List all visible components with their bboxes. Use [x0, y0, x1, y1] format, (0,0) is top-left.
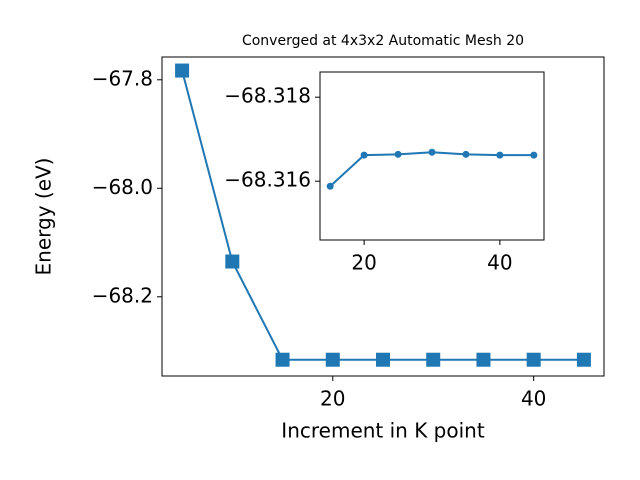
data-point — [426, 352, 441, 367]
data-point — [360, 151, 368, 159]
data-point — [175, 63, 190, 78]
axes-frame — [319, 71, 545, 241]
y-tick-label: −67.8 — [92, 66, 153, 90]
y-tick-label: −68.2 — [92, 283, 153, 307]
data-point — [225, 254, 240, 269]
y-axis-label: Energy (eV) — [32, 158, 56, 276]
x-axis-label: Increment in K point — [281, 419, 485, 443]
data-point — [576, 352, 591, 367]
x-tick-label: 40 — [521, 387, 546, 411]
x-tick-label: 20 — [351, 251, 376, 275]
chart-title: Converged at 4x3x2 Automatic Mesh 20 — [242, 33, 524, 49]
data-point — [428, 148, 436, 156]
data-point — [275, 352, 290, 367]
data-point — [526, 352, 541, 367]
data-point — [530, 151, 538, 159]
x-tick-label: 20 — [320, 387, 345, 411]
data-point — [376, 352, 390, 367]
y-tick-label: −68.316 — [224, 168, 311, 192]
data-point — [462, 150, 470, 158]
data-point — [326, 182, 334, 190]
data-point — [394, 150, 402, 158]
axes-frame — [161, 56, 605, 377]
data-point — [325, 352, 340, 367]
x-tick-label: 40 — [487, 251, 512, 275]
y-tick-label: −68.0 — [92, 175, 153, 199]
data-point — [496, 151, 504, 159]
y-tick-label: −68.318 — [224, 84, 311, 108]
data-point — [476, 352, 491, 367]
